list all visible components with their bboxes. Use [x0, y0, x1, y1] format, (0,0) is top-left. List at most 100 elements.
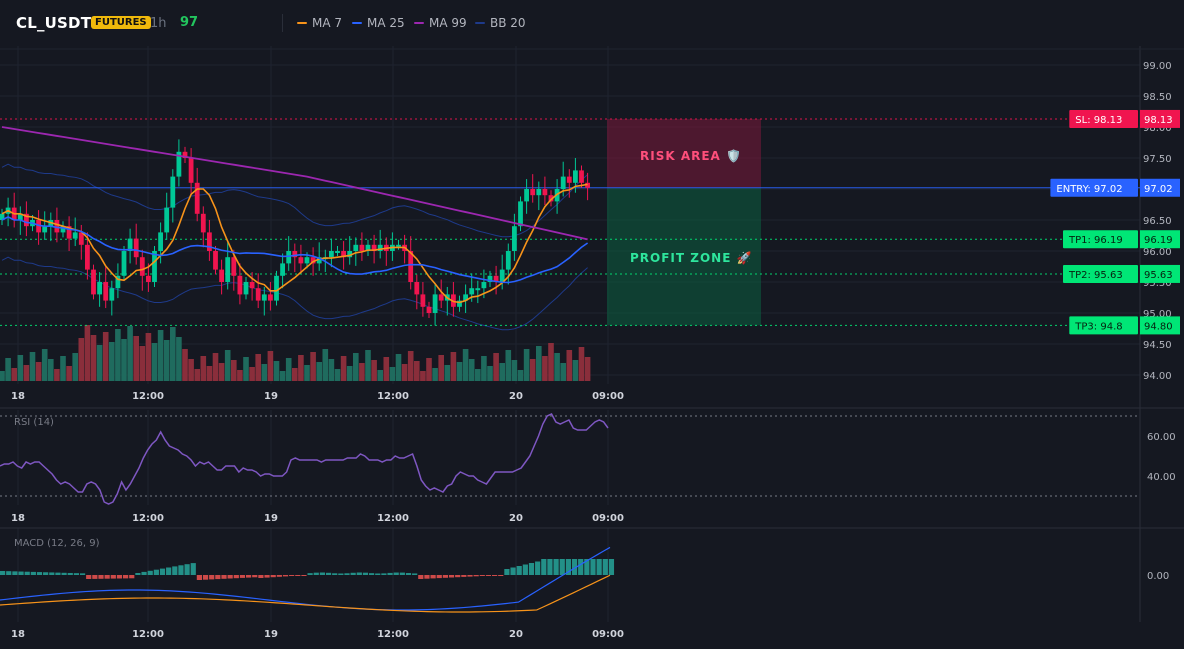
candle-body	[78, 232, 84, 245]
level-tags: SL: 98.13 98.13 ENTRY: 97.02 97.02 TP1: 96.1…	[1050, 109, 1180, 335]
volume-bar	[450, 352, 457, 381]
chart-grid	[0, 46, 1184, 622]
macd-histogram-bar	[233, 575, 239, 579]
candle-body	[426, 306, 432, 313]
volume-bar	[285, 358, 292, 381]
time-tick-label: 19	[264, 391, 278, 402]
candle-body	[512, 226, 517, 251]
volume-bar	[279, 371, 286, 381]
macd-histogram-bar	[30, 571, 36, 575]
volume-bar	[304, 365, 310, 381]
candle-body	[103, 282, 109, 301]
risk-area	[607, 118, 761, 188]
volume-bar	[340, 356, 347, 381]
macd-histogram-bar	[190, 563, 196, 575]
macd-histogram-bar	[129, 575, 135, 579]
macd-histogram-bar	[209, 575, 215, 580]
macd-histogram-bar	[541, 559, 547, 575]
macd-histogram-bar	[135, 573, 141, 575]
macd-histogram-bar	[159, 568, 166, 575]
macd-histogram-bar	[227, 575, 233, 579]
candle-body	[255, 288, 261, 301]
candle-body	[518, 201, 523, 227]
legend-ma99[interactable]: MA 99	[414, 16, 467, 30]
volume-bar	[505, 350, 512, 381]
tp1-axis-tag-bg	[1140, 230, 1180, 249]
candle-body	[505, 251, 511, 270]
macd-histogram-bar	[602, 559, 608, 575]
macd-histogram-bar	[110, 575, 116, 579]
tp3-axis-tag-bg	[1140, 316, 1180, 335]
candle-body	[188, 158, 194, 183]
header-divider	[282, 14, 283, 32]
macd-histogram-bar	[571, 559, 578, 575]
candle-body	[310, 257, 316, 264]
tp2-tag: TP2: 95.63 95.63	[1063, 264, 1180, 283]
time-tick-label: 18	[11, 629, 25, 640]
candle-body	[420, 294, 426, 307]
volume-bar	[493, 353, 499, 381]
rsi-panel: RSI (14) 60.00 40.00	[0, 413, 1176, 505]
volume-bar	[273, 361, 280, 381]
legend-ma25-label: MA 25	[367, 16, 405, 30]
volume-bar	[206, 366, 213, 381]
macd-histogram-bar	[282, 575, 289, 577]
volume-bar	[359, 363, 365, 381]
candle-body	[341, 251, 346, 258]
macd-histogram-bar	[467, 575, 473, 577]
volume-bar	[584, 357, 591, 381]
macd-histogram-bar	[393, 572, 399, 575]
volume-bar	[475, 369, 481, 381]
legend-ma25[interactable]: MA 25	[352, 16, 405, 30]
legend-bb20[interactable]: BB 20	[475, 16, 526, 30]
time-tick-label: 12:00	[132, 513, 164, 524]
candle-body	[530, 189, 536, 196]
tp2-axis-tag-bg	[1140, 264, 1180, 283]
candle-body	[133, 238, 139, 258]
risk-area-label: RISK AREA 🛡️	[640, 149, 742, 163]
volume-bar	[292, 368, 298, 381]
volume-bar	[560, 363, 566, 381]
legend-ma7-swatch	[297, 22, 307, 24]
legend-ma7-label: MA 7	[312, 16, 343, 30]
macd-panel: MACD (12, 26, 9) 0.00	[0, 538, 1169, 613]
time-tick-label: 12:00	[377, 629, 409, 640]
volume-bar	[54, 369, 60, 381]
legend-ma7[interactable]: MA 7	[297, 16, 342, 30]
macd-histogram-bar	[528, 563, 535, 575]
volume-bar	[572, 360, 579, 381]
volume-bar	[255, 354, 261, 381]
candle-body	[371, 244, 377, 251]
candle-body	[237, 275, 243, 295]
price-tick-label: 95.50	[1143, 278, 1172, 289]
tp2-axis-tag-value: 95.63	[1144, 270, 1173, 281]
tp1-tag-bg	[1063, 230, 1138, 249]
ma7-line	[1, 183, 588, 304]
macd-histogram-bar	[381, 573, 387, 575]
candle-body	[66, 226, 72, 239]
timeframe-label[interactable]: 1h	[150, 16, 167, 31]
volume-bar	[566, 350, 573, 381]
volume-bar	[523, 349, 530, 381]
volume-bar	[109, 342, 115, 381]
tp1-tag: TP1: 96.19 96.19	[1063, 230, 1180, 249]
macd-histogram-bar	[270, 575, 276, 578]
candle-body	[335, 251, 340, 253]
macd-histogram-bar	[430, 575, 436, 579]
price-tick-label: 94.50	[1143, 340, 1172, 351]
volume-bar	[462, 349, 469, 381]
macd-histogram-bar	[448, 575, 455, 578]
symbol-label[interactable]: CL_USDT	[16, 14, 92, 32]
time-tick-label: 12:00	[132, 629, 164, 640]
macd-histogram-bar	[485, 575, 492, 576]
price-tick-label: 95.00	[1143, 309, 1172, 320]
futures-badge: FUTURES	[91, 16, 151, 29]
tp2-tag-label: TP2: 95.63	[1068, 270, 1123, 281]
volume-bar	[499, 363, 505, 381]
macd-histogram-bar	[86, 575, 92, 579]
macd-histogram-bar	[307, 573, 313, 575]
volume-bar	[170, 327, 176, 381]
volume-bar	[346, 366, 353, 381]
macd-histogram-bar	[67, 572, 73, 575]
